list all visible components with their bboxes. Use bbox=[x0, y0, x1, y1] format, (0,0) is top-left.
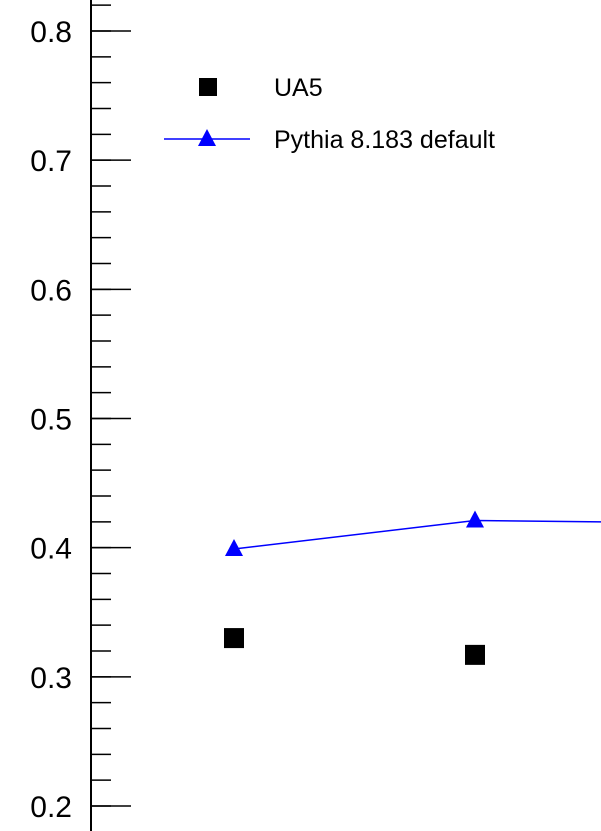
y-tick-label: 0.6 bbox=[30, 274, 72, 307]
y-tick-label: 0.2 bbox=[30, 791, 72, 824]
series-line-pythia bbox=[233, 519, 601, 550]
y-tick-label: 0.4 bbox=[30, 533, 72, 566]
legend: UA5 Pythia 8.183 default bbox=[164, 74, 495, 154]
y-axis: 0.2 0.3 0.4 0.5 0.6 0.7 0.8 bbox=[30, 0, 131, 831]
legend-marker-pythia bbox=[198, 129, 216, 146]
point-pythia bbox=[466, 510, 484, 528]
y-tick-label: 0.7 bbox=[30, 145, 72, 178]
point-ua5 bbox=[465, 644, 485, 665]
legend-label-pythia: Pythia 8.183 default bbox=[274, 126, 495, 154]
legend-label-ua5: UA5 bbox=[274, 74, 323, 102]
y-tick-label: 0.5 bbox=[30, 404, 72, 437]
y-tick-label: 0.8 bbox=[30, 16, 72, 49]
legend-marker-ua5 bbox=[199, 78, 217, 96]
point-ua5 bbox=[224, 628, 244, 649]
y-tick-label: 0.3 bbox=[30, 662, 72, 695]
point-pythia bbox=[225, 538, 243, 556]
series-layer bbox=[224, 510, 601, 665]
